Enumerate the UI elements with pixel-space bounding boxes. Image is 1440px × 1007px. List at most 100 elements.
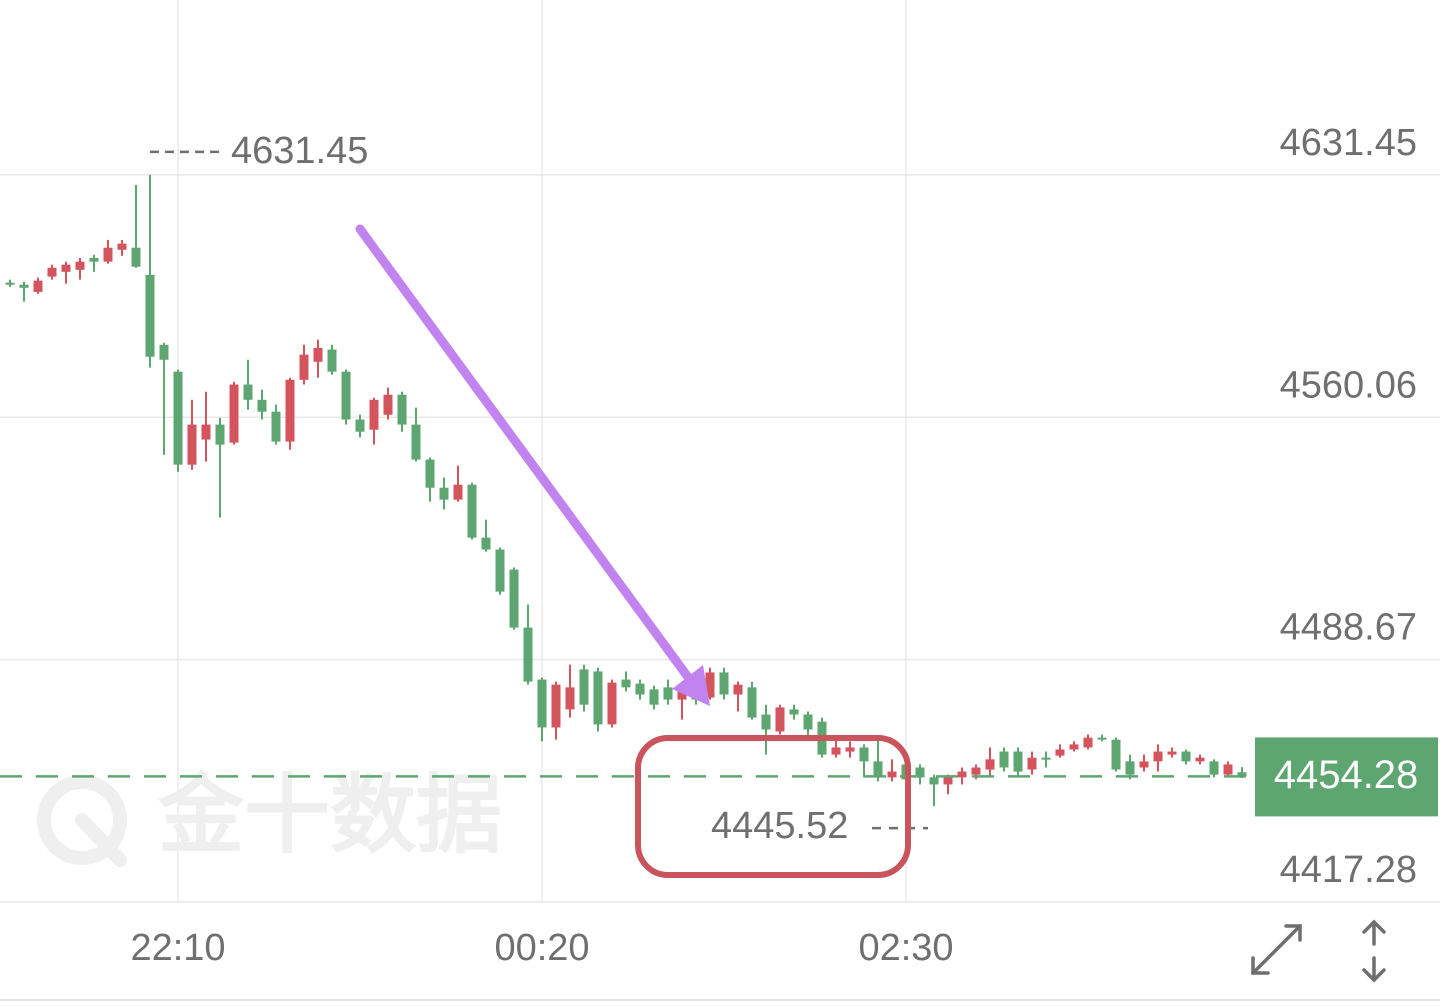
candle-body: [733, 684, 743, 695]
arrow-head: [672, 665, 710, 706]
candle-body: [537, 679, 547, 728]
candle-body: [117, 243, 127, 250]
candle-body: [915, 767, 925, 778]
candle-body: [887, 771, 897, 778]
candle-body: [33, 280, 43, 292]
last-price-label: 4454.28: [1274, 753, 1419, 797]
y-tick-label: 4631.45: [1280, 122, 1417, 164]
candle-body: [831, 747, 841, 755]
last-price-tag: [1255, 737, 1438, 817]
candle-body: [1041, 757, 1051, 760]
candle-body: [1167, 751, 1177, 755]
candle-body: [75, 261, 85, 270]
candle-body: [593, 671, 603, 725]
candle-body: [5, 282, 15, 285]
candle-body: [313, 347, 323, 362]
candle-body: [145, 274, 155, 357]
candle-body: [929, 777, 939, 785]
highlight-box: [635, 735, 911, 878]
candle-body: [1209, 761, 1219, 775]
y-tick-label: 4488.67: [1280, 607, 1417, 649]
candle-body: [1195, 757, 1205, 762]
candle-body: [383, 394, 393, 415]
candle-body: [47, 267, 57, 277]
candle-body: [999, 751, 1009, 768]
watermark: 金十数据: [157, 768, 502, 864]
low-marker-label: 4445.52: [711, 805, 848, 847]
candle-body: [215, 424, 225, 445]
candle-body: [1153, 751, 1163, 762]
candle-body: [369, 399, 379, 430]
candle-body: [271, 411, 281, 442]
candle-body: [439, 487, 449, 500]
candle-body: [635, 683, 645, 695]
candle-body: [229, 384, 239, 443]
candle-body: [509, 569, 519, 628]
candle-body: [89, 257, 99, 262]
candle-body: [495, 549, 505, 592]
candle-body: [1027, 757, 1037, 770]
x-tick-label: 02:30: [858, 927, 953, 969]
candle-body: [803, 714, 813, 730]
vertical-scale-icon[interactable]: [1362, 919, 1386, 983]
candle-body: [453, 484, 463, 500]
candle-body: [789, 709, 799, 715]
candle-body: [243, 384, 253, 400]
candle-body: [159, 344, 169, 360]
candle-body: [1055, 749, 1065, 756]
candle-body: [327, 349, 337, 372]
candle-body: [397, 394, 407, 425]
candle-body: [523, 627, 533, 682]
candle-body: [859, 747, 869, 762]
candle-body: [131, 247, 141, 267]
candle-body: [481, 537, 491, 550]
candle-body: [621, 679, 631, 688]
candle-body: [1013, 751, 1023, 772]
candle-body: [1111, 739, 1121, 770]
candle-body: [565, 687, 575, 710]
candle-body: [1069, 744, 1079, 750]
candle-body: [411, 424, 421, 460]
candle-body: [719, 672, 729, 695]
watermark-logo: [37, 775, 127, 867]
candle-body: [663, 687, 673, 700]
candle-body: [61, 264, 71, 272]
candle-body: [761, 714, 771, 730]
arrow-annotation: [355, 224, 710, 706]
candle-body: [299, 354, 309, 380]
candle-body: [649, 689, 659, 705]
candle-body: [1083, 737, 1093, 748]
candle-body: [677, 689, 687, 700]
candle-body: [985, 759, 995, 770]
candle-body: [285, 379, 295, 442]
candle-body: [341, 371, 351, 420]
candle-body: [1237, 772, 1247, 777]
candle-body: [845, 747, 855, 752]
candles: [5, 174, 1247, 807]
candle-body: [103, 247, 113, 262]
candle-body: [1097, 737, 1107, 740]
arrow-shaft: [355, 224, 698, 689]
candle-body: [1139, 761, 1149, 768]
y-tick-label: 4560.06: [1280, 364, 1417, 406]
candle-body: [579, 669, 589, 705]
candle-body: [355, 419, 365, 432]
candle-body: [551, 684, 561, 728]
candle-body: [1223, 764, 1233, 775]
candle-body: [19, 284, 29, 288]
candle-body: [943, 777, 953, 785]
candle-body: [607, 682, 617, 725]
candle-body: [467, 484, 477, 538]
candle-body: [201, 424, 211, 440]
candle-body: [1181, 751, 1191, 762]
candle-body: [257, 399, 267, 412]
candle-body: [187, 424, 197, 465]
candle-body: [747, 687, 757, 718]
high-marker-label: 4631.45: [231, 130, 368, 172]
expand-icon[interactable]: [1251, 924, 1302, 975]
candle-body: [173, 371, 183, 465]
candle-body: [425, 459, 435, 488]
candle-body: [705, 672, 715, 698]
